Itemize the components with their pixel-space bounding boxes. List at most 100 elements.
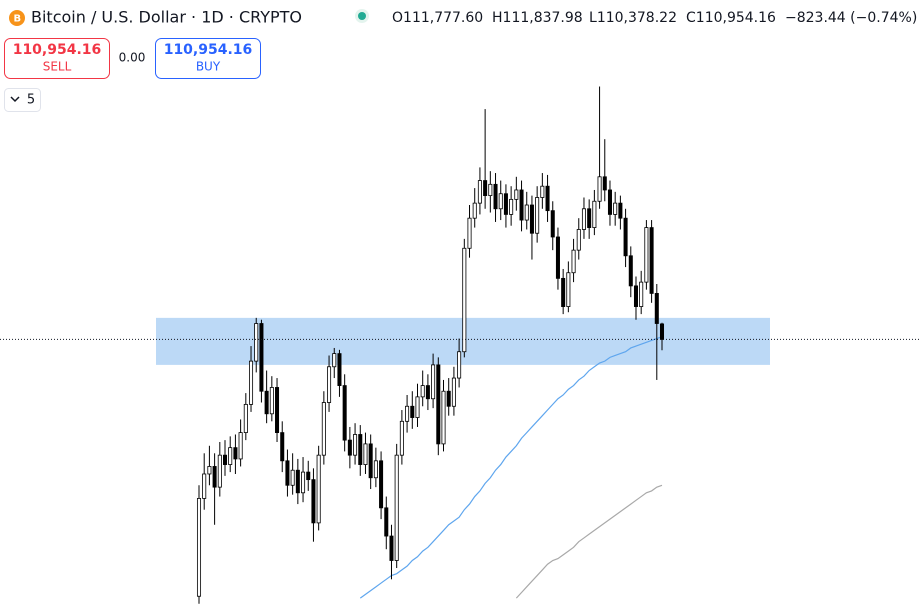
change: −823.44 (−0.74%) (785, 10, 917, 26)
candle-body (217, 454, 222, 488)
candle-body (576, 229, 581, 251)
ohlc-value: 110,954.16 (696, 10, 776, 26)
candle-body (405, 405, 410, 422)
indicators-count: 5 (27, 93, 35, 108)
candle-body (514, 189, 519, 200)
candle-body (269, 387, 274, 415)
candle-body (592, 200, 597, 228)
candle-body (467, 217, 472, 249)
candle-body (654, 293, 659, 324)
candle-body (394, 454, 399, 561)
candle-body (509, 198, 514, 215)
candle-body (420, 385, 425, 398)
candle-body (316, 454, 321, 524)
candle-body (373, 460, 378, 479)
candle-body (503, 193, 508, 215)
candle-body (249, 360, 254, 405)
ohlc-item: L110,378.22 (589, 10, 677, 26)
candle-body (259, 323, 264, 392)
candle-body (457, 351, 462, 379)
sell-button[interactable] (4, 38, 110, 79)
candle-body (477, 180, 482, 204)
indicators-toggle[interactable] (4, 88, 41, 112)
candle-body (488, 183, 493, 197)
candle-body (212, 466, 217, 488)
candle-body (618, 202, 623, 219)
candle-body (597, 176, 602, 202)
candle-body (571, 249, 576, 274)
plot (0, 86, 920, 604)
buy-label: BUY (196, 60, 221, 74)
buy-button[interactable] (155, 38, 261, 79)
ohlc-legend: O111,777.60 H111,837.98 L110,378.22 C110,95… (392, 10, 776, 26)
candle-body (290, 469, 295, 486)
candle-body (607, 189, 612, 215)
sell-label: SELL (43, 60, 72, 74)
candle-body (566, 272, 571, 307)
candle-body (353, 434, 358, 456)
bitcoin-icon (9, 10, 25, 26)
ohlc-key: H (492, 10, 503, 26)
candle-body (545, 185, 550, 212)
chevron-icon (10, 96, 20, 103)
candle-body (347, 439, 352, 456)
candle-body (202, 473, 207, 499)
candle-body (561, 277, 566, 307)
ohlc-item: H111,837.98 (492, 10, 583, 26)
candle-body (389, 535, 394, 561)
symbol-title[interactable]: Bitcoin / U.S. Dollar · 1D · CRYPTO (31, 8, 302, 27)
candle-body (535, 197, 540, 234)
candle-body (301, 471, 306, 494)
buy-price: 110,954.16 (164, 42, 253, 58)
ohlc-item: O111,777.60 (392, 10, 483, 26)
candle-body (519, 189, 524, 221)
candle-body (493, 183, 498, 210)
candle-body (649, 227, 654, 294)
candle-body (280, 432, 285, 462)
candle-body (306, 471, 311, 481)
spread: 0.00 (119, 51, 146, 65)
candle-body (628, 255, 633, 287)
candle-body (311, 479, 316, 524)
ohlc-key: O (392, 10, 403, 26)
ohlc-key: C (686, 10, 696, 26)
ohlc-value: 111,837.98 (503, 10, 583, 26)
candle-body (540, 185, 545, 198)
candle-body (415, 396, 420, 418)
ohlc-key: L (589, 10, 597, 26)
candle-body (321, 402, 326, 456)
candle-body (524, 204, 529, 221)
candle-body (587, 208, 592, 228)
candle-body (238, 432, 243, 460)
candle-body (207, 466, 212, 475)
candle-body (222, 454, 228, 465)
candle-body (196, 498, 202, 597)
candle-body (327, 366, 332, 403)
ohlc-value: 111,777.60 (403, 10, 483, 26)
market-status[interactable] (358, 12, 366, 20)
candle-body (295, 469, 300, 494)
candle-body (555, 236, 560, 279)
candle-body (233, 447, 238, 460)
candle-body (332, 353, 337, 368)
sell-price: 110,954.16 (13, 42, 102, 58)
candle-body (358, 434, 363, 465)
candle-body (602, 176, 607, 191)
candle-body (613, 202, 618, 215)
candle-body (254, 323, 259, 362)
candle-body (342, 385, 347, 441)
candle-body (399, 420, 404, 456)
candle-body (410, 405, 415, 418)
candle-body (264, 390, 269, 415)
candle-body (644, 227, 649, 283)
candle-body (633, 285, 639, 307)
candle-body (462, 247, 467, 353)
candle-body (379, 460, 384, 509)
candle-body (384, 507, 389, 537)
candle-body (368, 443, 373, 479)
candle-body (529, 204, 534, 234)
candle-body (659, 323, 665, 340)
candle-body (550, 210, 555, 238)
ohlc-item: C110,954.16 (686, 10, 776, 26)
